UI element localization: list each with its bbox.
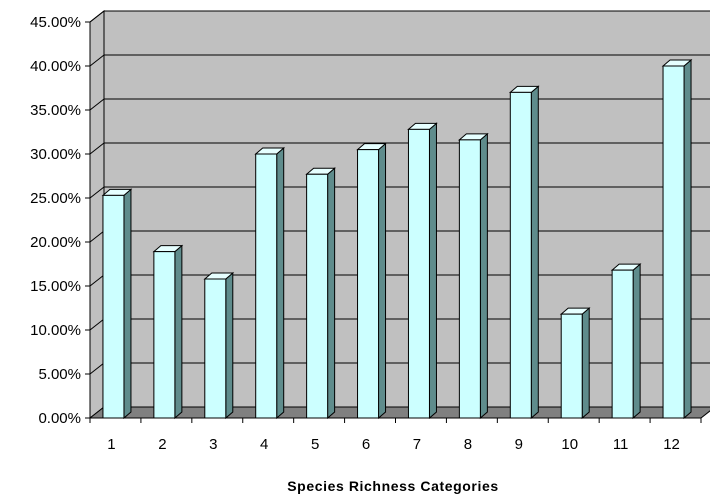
gridline-side — [89, 230, 105, 243]
bar-side — [225, 271, 234, 420]
gridline-side — [89, 362, 105, 375]
y-tick-label: 30.00% — [30, 146, 81, 163]
bar-front — [357, 149, 380, 419]
y-tick-label: 25.00% — [30, 190, 81, 207]
gridline-side — [89, 186, 105, 199]
bar-front — [102, 194, 125, 419]
bar-front — [662, 65, 685, 419]
x-tick-label: 11 — [613, 436, 629, 453]
x-tick-label: 8 — [464, 436, 472, 453]
bar-4 — [254, 146, 286, 420]
bar-5 — [305, 167, 336, 420]
bar-1 — [101, 188, 133, 420]
bar-side — [683, 58, 692, 420]
gridline-side — [89, 54, 105, 67]
bar-3 — [203, 271, 235, 420]
bar-side — [174, 244, 183, 420]
x-tick-label: 3 — [209, 436, 217, 453]
x-axis-title: Species Richness Categories — [287, 478, 499, 494]
bar-side — [378, 142, 387, 420]
x-tick-label: 2 — [158, 436, 166, 453]
y-tick-label: 20.00% — [30, 234, 81, 251]
bar-front — [509, 91, 532, 419]
bar-6 — [356, 142, 387, 420]
y-tick-label: 40.00% — [30, 58, 81, 75]
bar-front — [204, 278, 227, 419]
bar-12 — [661, 58, 693, 420]
gridline-side — [89, 10, 105, 23]
x-tick-label: 6 — [362, 436, 370, 453]
bar-front — [458, 139, 481, 419]
bar-side — [123, 188, 132, 420]
bar-2 — [152, 244, 184, 420]
bar-10 — [559, 307, 591, 420]
y-tick-label: 15.00% — [30, 278, 81, 295]
bar-front — [611, 269, 634, 419]
gridline-side — [89, 274, 105, 287]
x-tick-label: 4 — [260, 436, 268, 453]
gridline-side — [89, 318, 105, 331]
bar-side — [479, 132, 488, 420]
x-tick-label: 10 — [561, 436, 578, 453]
bar-8 — [458, 132, 489, 420]
x-tick-label: 5 — [311, 436, 319, 453]
bar-side — [632, 263, 641, 420]
bar-front — [153, 251, 176, 419]
bar-11 — [610, 263, 642, 420]
x-tick-label: 7 — [413, 436, 421, 453]
bar-front — [306, 173, 329, 419]
y-tick-label: 0.00% — [38, 410, 81, 427]
bar-7 — [407, 122, 438, 420]
bar-side — [276, 146, 285, 420]
gridline-side — [89, 142, 105, 155]
bar-9 — [508, 85, 540, 420]
bar-side — [428, 122, 437, 420]
bar-front — [255, 153, 278, 419]
x-tick-label: 1 — [107, 436, 115, 453]
bar-side — [327, 167, 336, 420]
x-tick-label: 9 — [515, 436, 523, 453]
x-tick-label: 12 — [663, 436, 680, 453]
y-tick-label: 45.00% — [30, 14, 81, 31]
gridline-side — [89, 98, 105, 111]
side-wall — [89, 9, 105, 420]
bar-front — [560, 313, 583, 419]
y-tick-label: 10.00% — [30, 322, 81, 339]
bar-front — [407, 128, 430, 419]
y-tick-label: 35.00% — [30, 102, 81, 119]
bar-side — [581, 307, 590, 420]
bar-side — [530, 85, 539, 420]
y-tick-label: 5.00% — [38, 366, 81, 383]
